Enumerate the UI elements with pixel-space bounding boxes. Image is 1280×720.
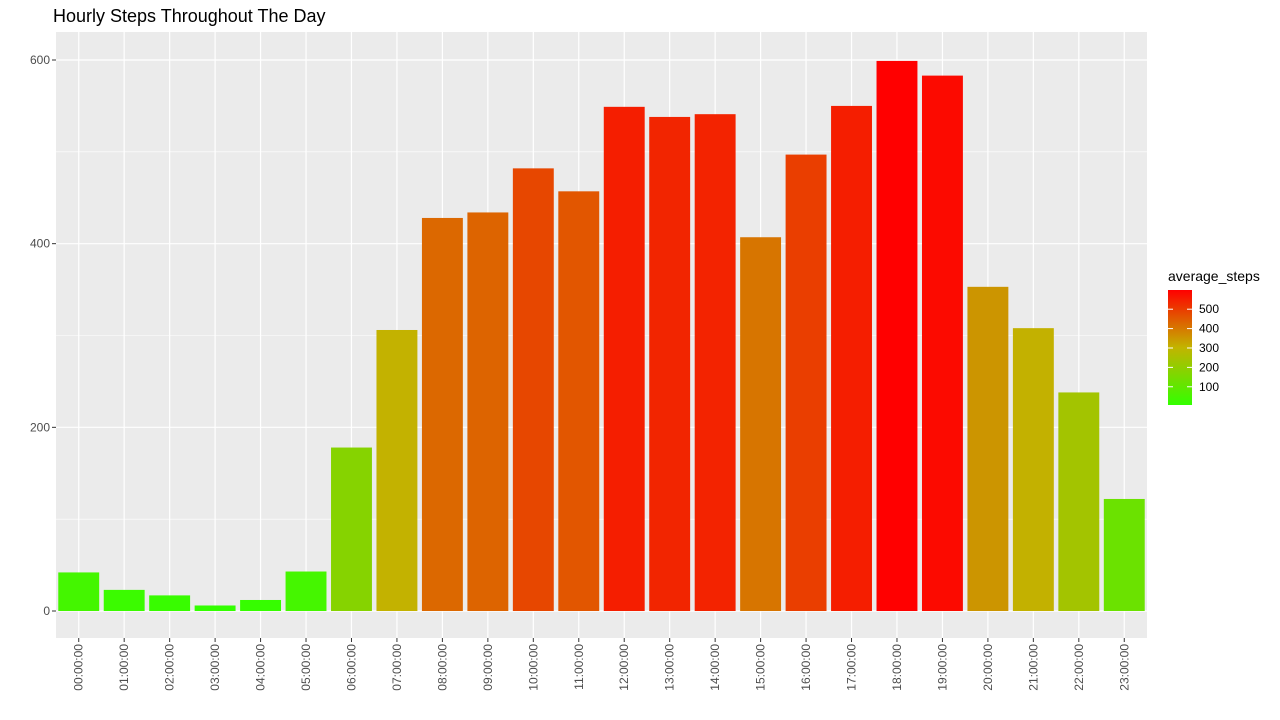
x-tick-label: 08:00:00 bbox=[435, 644, 449, 691]
bar bbox=[785, 154, 827, 612]
legend-label: 200 bbox=[1199, 360, 1219, 374]
x-tick-label: 07:00:00 bbox=[390, 644, 404, 691]
bar bbox=[240, 599, 282, 611]
bar bbox=[376, 329, 418, 611]
x-tick-label: 13:00:00 bbox=[663, 644, 677, 691]
bar bbox=[876, 60, 918, 611]
y-tick-label: 600 bbox=[30, 53, 50, 67]
x-tick-label: 06:00:00 bbox=[344, 644, 358, 691]
bar bbox=[58, 572, 100, 611]
legend-label: 300 bbox=[1199, 341, 1219, 355]
bar bbox=[558, 191, 600, 612]
bar bbox=[103, 589, 145, 611]
y-axis: 0 200 400 600 bbox=[30, 53, 56, 618]
bar bbox=[831, 105, 872, 612]
bar bbox=[740, 237, 782, 611]
x-tick-label: 10:00:00 bbox=[526, 644, 540, 691]
x-tick-label: 17:00:00 bbox=[845, 644, 859, 691]
bar bbox=[285, 571, 327, 611]
y-tick-label: 0 bbox=[43, 604, 50, 618]
bar bbox=[1012, 328, 1054, 611]
x-tick-label: 03:00:00 bbox=[208, 644, 222, 691]
x-tick-label: 19:00:00 bbox=[935, 644, 949, 691]
x-tick-label: 05:00:00 bbox=[299, 644, 313, 691]
x-tick-label: 21:00:00 bbox=[1026, 644, 1040, 691]
x-tick-label: 01:00:00 bbox=[117, 644, 131, 691]
legend-label: 400 bbox=[1199, 322, 1219, 336]
x-tick-label: 22:00:00 bbox=[1072, 644, 1086, 691]
bar bbox=[467, 212, 509, 611]
bar bbox=[921, 75, 963, 611]
x-axis: 00:00:00 01:00:00 02:00:00 03:00:00 04:00:00… bbox=[72, 638, 1131, 691]
bar bbox=[967, 286, 1009, 611]
bar bbox=[149, 595, 191, 611]
x-tick-label: 23:00:00 bbox=[1117, 644, 1131, 691]
legend-label: 500 bbox=[1199, 302, 1219, 316]
x-tick-label: 16:00:00 bbox=[799, 644, 813, 691]
y-tick-label: 400 bbox=[30, 237, 50, 251]
bar bbox=[512, 168, 554, 611]
x-tick-label: 20:00:00 bbox=[981, 644, 995, 691]
x-tick-label: 02:00:00 bbox=[163, 644, 177, 691]
bar bbox=[1058, 392, 1100, 611]
bar bbox=[421, 217, 463, 611]
bar bbox=[194, 605, 236, 611]
legend-title: average_steps bbox=[1168, 268, 1260, 284]
x-tick-label: 00:00:00 bbox=[72, 644, 86, 691]
bar bbox=[331, 447, 372, 611]
bars bbox=[58, 60, 1145, 612]
x-tick-label: 15:00:00 bbox=[754, 644, 768, 691]
plot-panel bbox=[56, 32, 1147, 638]
bar bbox=[603, 106, 645, 612]
x-tick-label: 12:00:00 bbox=[617, 644, 631, 691]
legend: average_steps 500 400 300 200 100 bbox=[1168, 268, 1260, 405]
x-tick-label: 14:00:00 bbox=[708, 644, 722, 691]
bar bbox=[1103, 498, 1145, 611]
legend-label: 100 bbox=[1199, 380, 1219, 394]
x-tick-label: 04:00:00 bbox=[254, 644, 268, 691]
y-tick-label: 200 bbox=[30, 420, 50, 434]
bar bbox=[694, 114, 736, 611]
panel-background bbox=[56, 32, 1147, 638]
x-tick-label: 11:00:00 bbox=[572, 644, 586, 690]
x-tick-label: 18:00:00 bbox=[890, 644, 904, 691]
chart-title: Hourly Steps Throughout The Day bbox=[53, 6, 326, 26]
x-tick-label: 09:00:00 bbox=[481, 644, 495, 691]
bar bbox=[649, 116, 691, 611]
